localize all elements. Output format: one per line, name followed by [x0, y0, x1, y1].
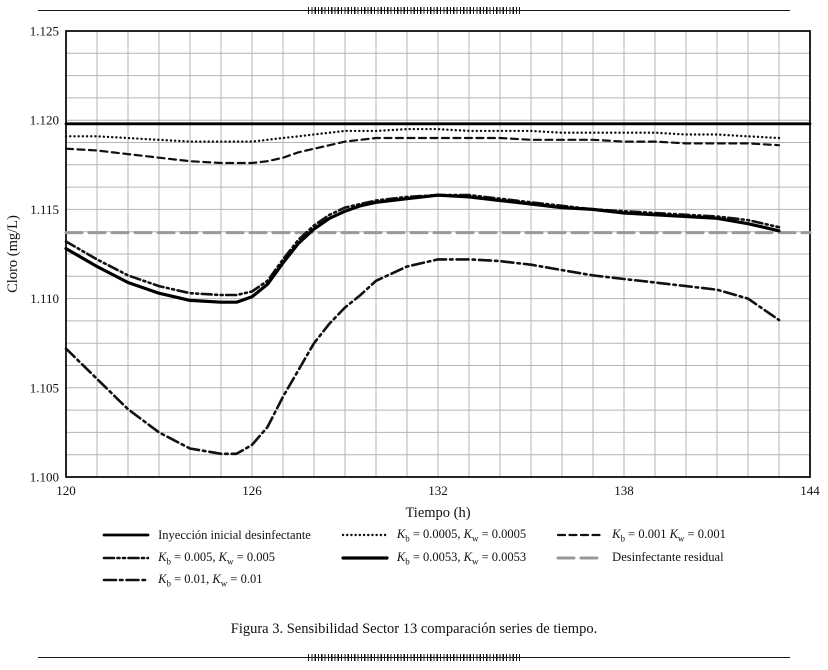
series-line-kb-0.01-kw-0.01	[64, 258, 781, 456]
legend-item-inyeccion-inicial-desinfectante: Inyección inicial desinfectante	[102, 527, 311, 544]
top-rule-ticks-pattern	[308, 7, 520, 14]
legend-line-sample	[556, 556, 604, 560]
legend-line-sample	[557, 534, 604, 537]
legend-label: Desinfectante residual	[612, 550, 724, 565]
x-tick-label: 144	[800, 483, 820, 498]
x-tick-label: 126	[242, 483, 262, 498]
legend-line-sample	[102, 556, 150, 560]
y-tick-label: 1.105	[30, 380, 59, 395]
legend-label: Kb = 0.005, Kw = 0.005	[158, 549, 275, 567]
series-line-kb-0.001-kw-0.001	[64, 136, 781, 165]
bottom-rule-ticks-pattern	[308, 654, 520, 661]
series-line-kb-0.005-kw-0.005	[64, 193, 781, 297]
legend-line-sample	[102, 533, 150, 537]
top-rule-ornament	[38, 6, 790, 15]
y-tick-label: 1.100	[30, 470, 59, 485]
x-tick-label: 138	[614, 483, 634, 498]
legend-item-kb-0.01-kw-0.01: Kb = 0.01, Kw = 0.01	[102, 572, 311, 589]
legend-label: Kb = 0.0053, Kw = 0.0053	[396, 549, 527, 567]
x-tick-label: 132	[428, 483, 448, 498]
legend-line-sample	[341, 534, 389, 537]
legend-label: Kb = 0.001 Kw = 0.001	[612, 527, 726, 544]
y-tick-label: 1.125	[30, 24, 59, 39]
legend-line-sample	[341, 556, 389, 560]
legend-item-kb-0.0053-kw-0.0053: Kb = 0.0053, Kw = 0.0053	[341, 549, 527, 567]
legend-item-desinfectante-residual: Desinfectante residual	[556, 550, 726, 567]
y-axis-title: Cloro (mg/L)	[5, 215, 21, 293]
y-tick-label: 1.115	[30, 202, 59, 217]
legend-label: Kb = 0.0005, Kw = 0.0005	[396, 527, 527, 544]
legend-label: Kb = 0.01, Kw = 0.01	[158, 572, 263, 589]
series-line-kb-0.0005-kw-0.0005	[64, 127, 781, 143]
x-axis-title: Tiempo (h)	[405, 505, 470, 521]
legend-item-kb-0.005-kw-0.005: Kb = 0.005, Kw = 0.005	[102, 549, 311, 567]
y-tick-label: 1.110	[30, 291, 59, 306]
figure-caption: Figura 3. Sensibilidad Sector 13 compara…	[230, 620, 598, 637]
x-tick-label: 120	[56, 483, 76, 498]
legend-line-sample	[102, 578, 150, 582]
chart-plot: 120 126 132 138 144 1.100 1.105 1.110 1.115 1.120…	[5, 24, 820, 522]
bottom-rule-ornament	[38, 653, 790, 662]
y-tick-label: 1.120	[30, 113, 59, 128]
plot-border	[65, 30, 811, 478]
legend-item-kb-0.001-kw-0.001: Kb = 0.001 Kw = 0.001	[556, 527, 726, 544]
legend-item-kb-0.0005-kw-0.0005: Kb = 0.0005, Kw = 0.0005	[341, 527, 526, 544]
series-line-kb-0.0053-kw-0.0053	[64, 193, 781, 304]
chart-legend: Inyección inicial desinfectante Kb = 0.00…	[0, 527, 828, 589]
legend-label: Inyección inicial desinfectante	[158, 527, 311, 542]
